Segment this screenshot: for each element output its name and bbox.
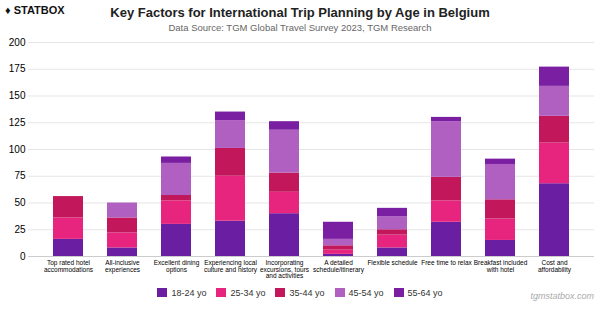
svg-text:0: 0 (20, 251, 26, 262)
svg-text:Top rated hotelaccommodations: Top rated hotelaccommodations (44, 259, 94, 273)
html-text:18-24 yo: 18-24 yo (171, 288, 207, 298)
svg-text:175: 175 (9, 63, 26, 74)
svg-text:A detailedschedule/itinerary: A detailedschedule/itinerary (313, 259, 365, 274)
html-text:25-34 yo: 25-34 yo (230, 288, 266, 298)
svg-text:Incorporatingexcursions, tours: Incorporatingexcursions, toursand activi… (260, 259, 310, 279)
svg-text:25: 25 (14, 224, 26, 235)
svg-text:Breakfast includedwith hotel: Breakfast includedwith hotel (474, 259, 528, 273)
html-text:55-64 yo: 55-64 yo (407, 288, 443, 298)
svg-text:150: 150 (9, 90, 26, 101)
html-text:tgmstatbox.com: tgmstatbox.com (530, 291, 594, 301)
html-text:♦ STATBOX: ♦ STATBOX (5, 4, 65, 16)
html-text:Data Source: TGM Global Travel: Data Source: TGM Global Travel Survey 20… (168, 22, 432, 33)
svg-text:Free time to relax: Free time to relax (421, 259, 472, 266)
svg-text:100: 100 (9, 144, 26, 155)
svg-text:50: 50 (14, 197, 26, 208)
svg-text:All-inclusiveexperiences: All-inclusiveexperiences (105, 259, 141, 274)
svg-text:Cost andaffordability: Cost andaffordability (538, 259, 572, 274)
svg-text:200: 200 (9, 37, 26, 48)
svg-text:75: 75 (14, 170, 26, 181)
html-text:35-44 yo: 35-44 yo (289, 288, 325, 298)
html-text:45-54 yo: 45-54 yo (348, 288, 384, 298)
html-text:Key Factors for International: Key Factors for International Trip Plann… (110, 5, 490, 20)
svg-text:Flexible schedule: Flexible schedule (367, 259, 418, 266)
svg-text:Experiencing localculture and: Experiencing localculture and history (204, 259, 258, 274)
svg-text:Excellent diningoptions: Excellent diningoptions (154, 259, 200, 274)
svg-text:125: 125 (9, 117, 26, 128)
